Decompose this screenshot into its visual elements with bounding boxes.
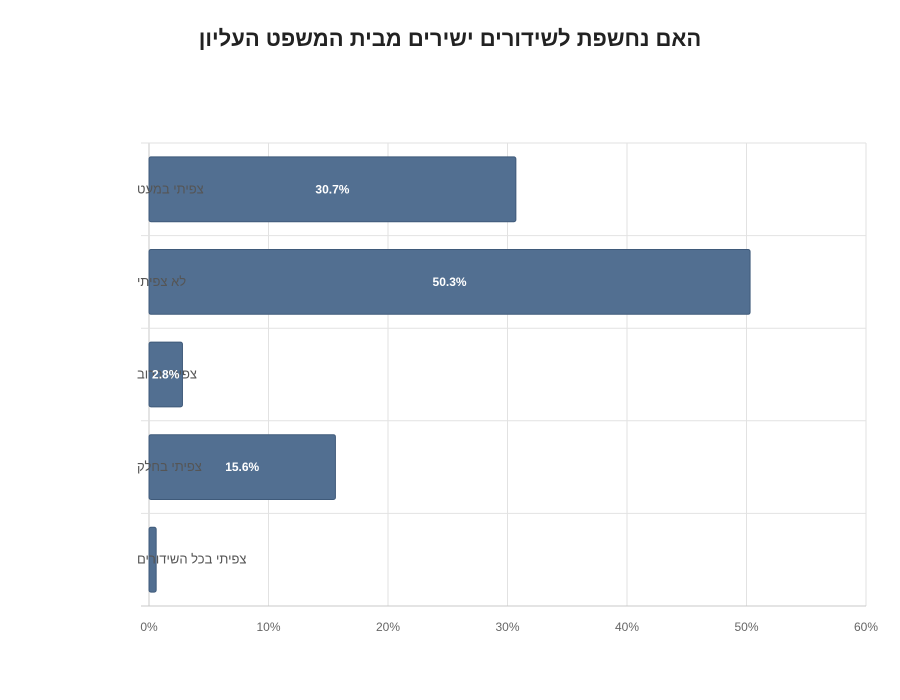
data-label: 15.6% (225, 460, 259, 474)
bar-layer (148, 156, 751, 593)
x-tick-label: 50% (734, 620, 758, 634)
category-label: צפיתי ברוב (137, 367, 197, 382)
x-tick-label: 30% (495, 620, 519, 634)
data-label: 2.8% (152, 368, 180, 382)
category-label: צפיתי במעט (137, 181, 204, 196)
category-label: לא צפיתי (137, 274, 186, 289)
x-tick-label: 60% (854, 620, 878, 634)
x-tick-label: 0% (140, 620, 158, 634)
label-layer: 0% 10% 20% 30% 40% 50% 60% צפיתי במעט 30.7% לא צפ… (137, 181, 878, 634)
x-tick-label: 40% (615, 620, 639, 634)
category-label: צפיתי בחלק (137, 459, 202, 474)
x-tick-label: 20% (376, 620, 400, 634)
category-label: צפיתי בכל השידורים (137, 552, 247, 567)
bar (148, 526, 157, 593)
bar (148, 341, 183, 408)
bar (148, 248, 751, 315)
x-tick-label: 10% (256, 620, 280, 634)
bar (148, 156, 517, 223)
data-label: 50.3% (433, 275, 467, 289)
bar (148, 434, 336, 501)
chart-title: האם נחשפת לשידורים ישירים מבית המשפט העל… (198, 26, 702, 51)
data-label: 30.7% (315, 182, 349, 196)
